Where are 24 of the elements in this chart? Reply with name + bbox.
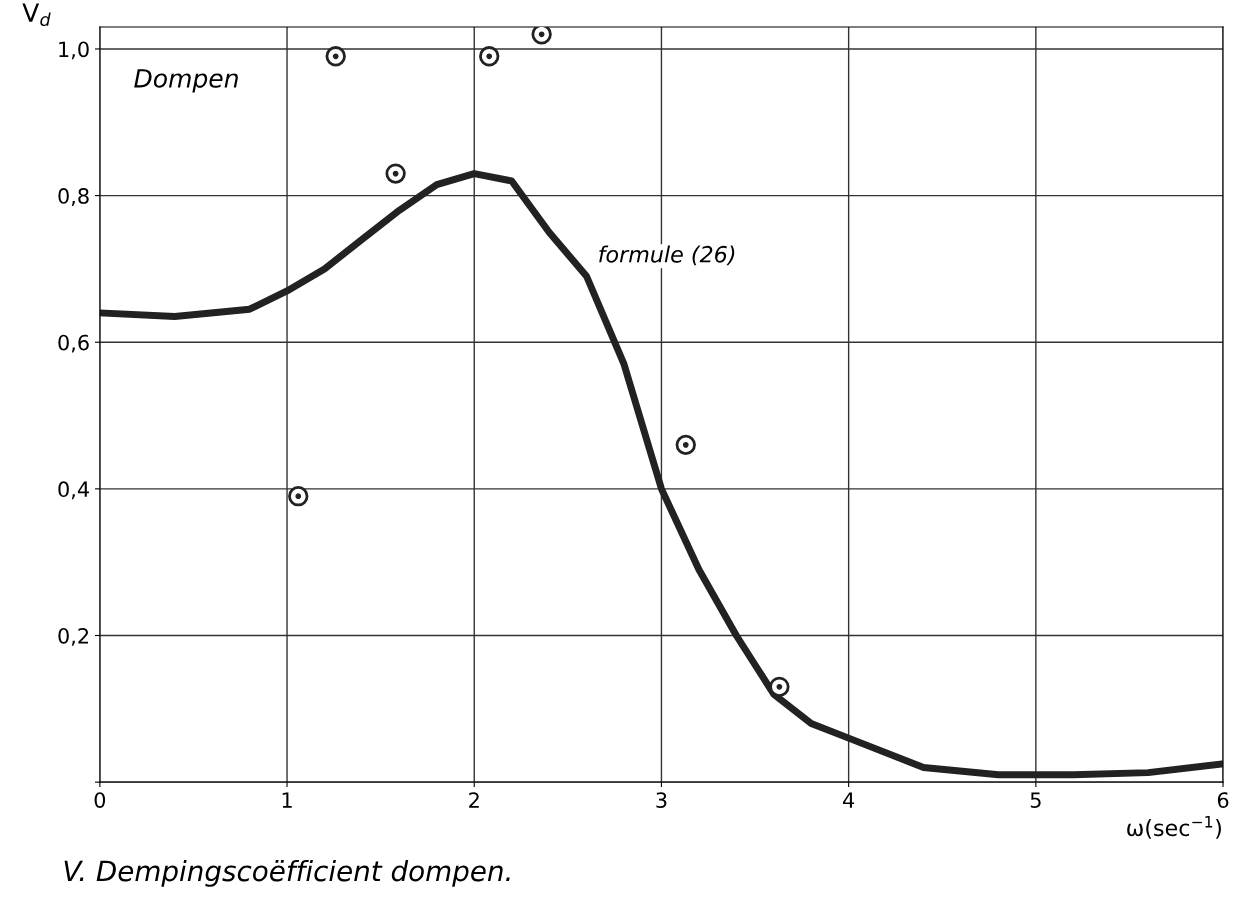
point — [531, 26, 552, 45]
y-axis-title: V$_{d}$ — [22, 3, 51, 27]
point — [325, 46, 346, 67]
x-tick-label: 4 — [843, 792, 855, 808]
point — [288, 486, 309, 507]
y-tick-label: 0,8 — [58, 188, 89, 206]
x-tick-label: 2 — [469, 792, 479, 808]
y-tick-label: 0,2 — [58, 627, 89, 646]
annotation: formule (26) — [599, 245, 735, 266]
x-axis-title: ω(sec$^{−1}$) — [1127, 816, 1221, 839]
point — [479, 46, 500, 67]
point — [769, 676, 790, 697]
x-tick-label: 6 — [1217, 792, 1229, 808]
annotation: Dompen — [134, 69, 238, 93]
point — [675, 434, 696, 456]
x-tick-label: 1 — [282, 792, 292, 808]
text: V. Dempingscoëfficient dompen. — [64, 859, 510, 887]
y-tick-label: 0,6 — [58, 334, 89, 353]
point — [385, 163, 406, 184]
y-tick-label: 1,0 — [59, 41, 89, 60]
x-tick-label: 0 — [94, 792, 106, 808]
y-tick-label: 0,4 — [58, 481, 89, 500]
x-tick-label: 5 — [1030, 792, 1041, 808]
x-tick-label: 3 — [656, 792, 667, 808]
